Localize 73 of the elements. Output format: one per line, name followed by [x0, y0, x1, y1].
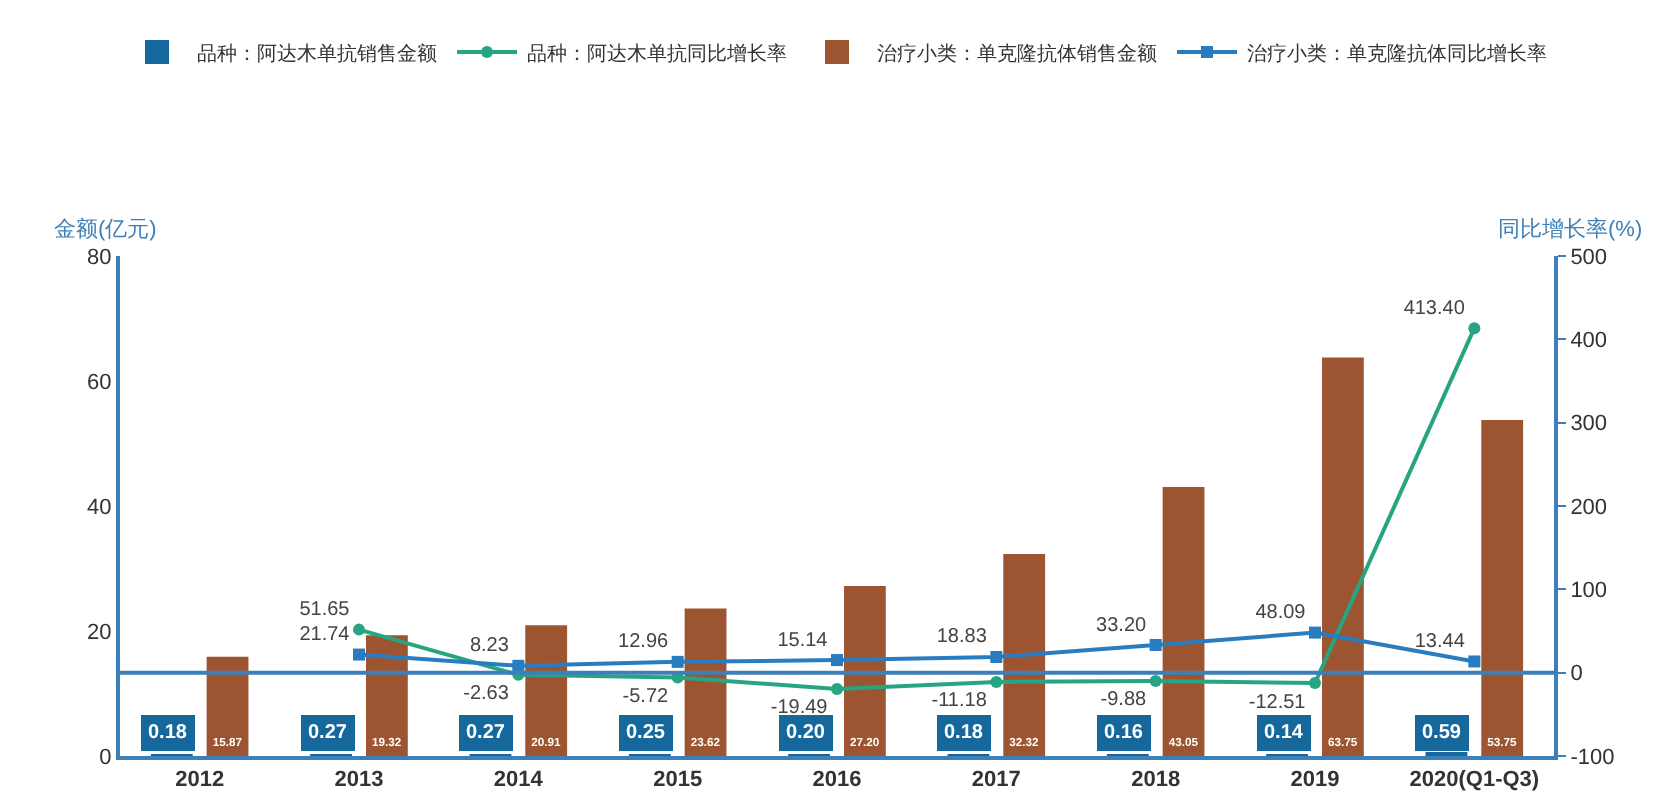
data-label: 0.14: [1264, 722, 1304, 744]
data-label: 0.25: [626, 722, 666, 744]
point: [1468, 655, 1481, 668]
y2-tick-label: 0: [1570, 662, 1583, 687]
data-label: 12.96: [618, 631, 670, 654]
data-label: 0.18: [944, 722, 984, 744]
y2-tick-label: 100: [1570, 579, 1608, 604]
x-tick-label: 2019: [1290, 768, 1340, 793]
y-tick-label: 80: [87, 245, 112, 270]
point: [831, 682, 843, 695]
point: [671, 655, 684, 668]
data-label: -2.63: [463, 683, 510, 706]
data-label: -12.51: [1248, 691, 1307, 714]
point: [1149, 639, 1162, 651]
y2-tick-label: 400: [1570, 329, 1608, 354]
data-label: 0.59: [1422, 722, 1462, 744]
data-label: 18.83: [936, 626, 988, 649]
point: [1309, 677, 1321, 690]
x-tick-label: 2014: [493, 768, 545, 793]
y-tick-label: 0: [99, 745, 112, 770]
y2-tick-label: 300: [1570, 412, 1608, 437]
data-label: 33.20: [1096, 614, 1148, 637]
point: [990, 650, 1003, 663]
legend-label: 品种：阿达木单抗同比增长率: [527, 41, 787, 66]
data-label: 51.65: [299, 599, 351, 622]
x-tick-label: 2016: [812, 768, 862, 793]
point: [1468, 322, 1481, 335]
legend-label: 治疗小类：单克隆抗体同比增长率: [1247, 41, 1547, 66]
bar: [206, 656, 249, 756]
data-label: 0.18: [148, 722, 188, 744]
bar: [1003, 554, 1046, 756]
data-label: -11.18: [931, 690, 988, 713]
legend-label: 品种：阿达木单抗销售金额: [197, 41, 437, 66]
x-tick-label: 2018: [1131, 768, 1181, 793]
data-label: 21.74: [299, 624, 351, 647]
data-label: 0.27: [308, 722, 348, 744]
bar: [1321, 357, 1364, 756]
bar: [525, 625, 568, 756]
legend-label: 治疗小类：单克隆抗体销售金额: [877, 41, 1157, 66]
data-label: 413.40: [1403, 297, 1466, 320]
x-tick-label: 2015: [653, 768, 703, 793]
bar: [1481, 420, 1524, 756]
y2-tick-label: -100: [1570, 745, 1615, 770]
data-label: 15.14: [777, 629, 829, 652]
bar: [843, 586, 886, 756]
data-label: 8.23: [469, 635, 510, 658]
point: [831, 654, 843, 667]
data-label: -9.88: [1100, 689, 1148, 712]
point: [512, 659, 525, 672]
data-label: -19.49: [770, 697, 829, 720]
data-label: 48.09: [1255, 602, 1307, 625]
data-label: -5.72: [622, 685, 670, 708]
point: [353, 648, 365, 661]
data-label: 0.16: [1104, 722, 1144, 744]
y2-tick-label: 500: [1570, 245, 1608, 270]
x-tick-label: 2020(Q1-Q3): [1409, 768, 1540, 793]
y-tick-label: 20: [87, 620, 112, 645]
point: [353, 623, 365, 636]
y2-tick-label: 200: [1570, 495, 1608, 520]
y2-axis-title: 同比增长率(%): [1498, 216, 1643, 242]
x-tick-label: 2013: [334, 768, 384, 793]
y-tick-label: 60: [87, 370, 112, 395]
x-tick-label: 2017: [971, 768, 1021, 793]
y-tick-label: 40: [87, 495, 112, 520]
y-axis-title: 金额(亿元): [54, 216, 157, 242]
bar: [1162, 486, 1205, 756]
point: [1309, 626, 1321, 639]
x-tick-label: 2012: [175, 768, 225, 793]
data-label: 13.44: [1414, 630, 1466, 653]
point: [990, 675, 1003, 688]
data-label: 0.27: [466, 722, 506, 744]
point: [1149, 674, 1162, 687]
data-label: 0.20: [786, 722, 826, 744]
